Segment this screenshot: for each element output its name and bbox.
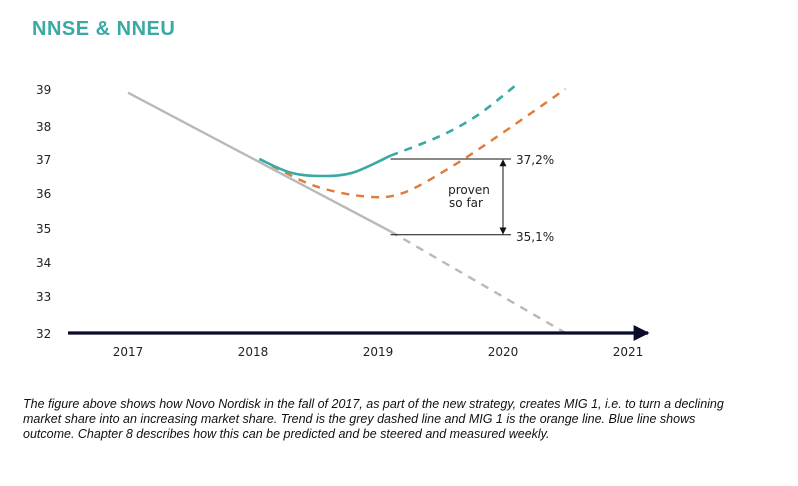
- x-tick-label-2020: 2020: [488, 345, 519, 359]
- series-line-outcome: [258, 154, 392, 178]
- series-line-mig-1: [271, 88, 567, 199]
- chart: proven so far 37,2% 35,1% 2017 2018 2019 20…: [36, 83, 650, 359]
- annotation-proven-line2: so far: [449, 196, 483, 210]
- y-tick-label-37: 37: [36, 153, 51, 167]
- figure-caption: The figure above shows how Novo Nordisk …: [23, 397, 724, 441]
- series-line-outcome-projection: [390, 84, 517, 157]
- annotation-proven-line1: proven: [448, 183, 490, 197]
- y-tick-label-35: 35: [36, 222, 51, 236]
- x-tick-label-2018: 2018: [238, 345, 269, 359]
- series-line-trend-projection: [389, 230, 567, 335]
- axis-layer: 2017 2018 2019 2020 2021 39 38 37 36 35 34 33 32: [36, 83, 650, 359]
- annotation-layer: proven so far 37,2% 35,1%: [390, 153, 554, 244]
- annotation-lower-value: 35,1%: [516, 230, 554, 244]
- annotation-upper-value: 37,2%: [516, 153, 554, 167]
- series-line-trend: [127, 91, 392, 233]
- y-tick-label-38: 38: [36, 120, 51, 134]
- series-layer: [127, 84, 567, 335]
- y-tick-label-39: 39: [36, 83, 51, 97]
- y-tick-label-34: 34: [36, 256, 51, 270]
- y-tick-label-36: 36: [36, 187, 51, 201]
- x-tick-label-2021: 2021: [613, 345, 644, 359]
- x-tick-label-2019: 2019: [363, 345, 394, 359]
- y-tick-label-33: 33: [36, 290, 51, 304]
- x-tick-label-2017: 2017: [113, 345, 144, 359]
- chart-title: NNSE & NNEU: [32, 18, 176, 40]
- y-tick-label-32: 32: [36, 327, 51, 341]
